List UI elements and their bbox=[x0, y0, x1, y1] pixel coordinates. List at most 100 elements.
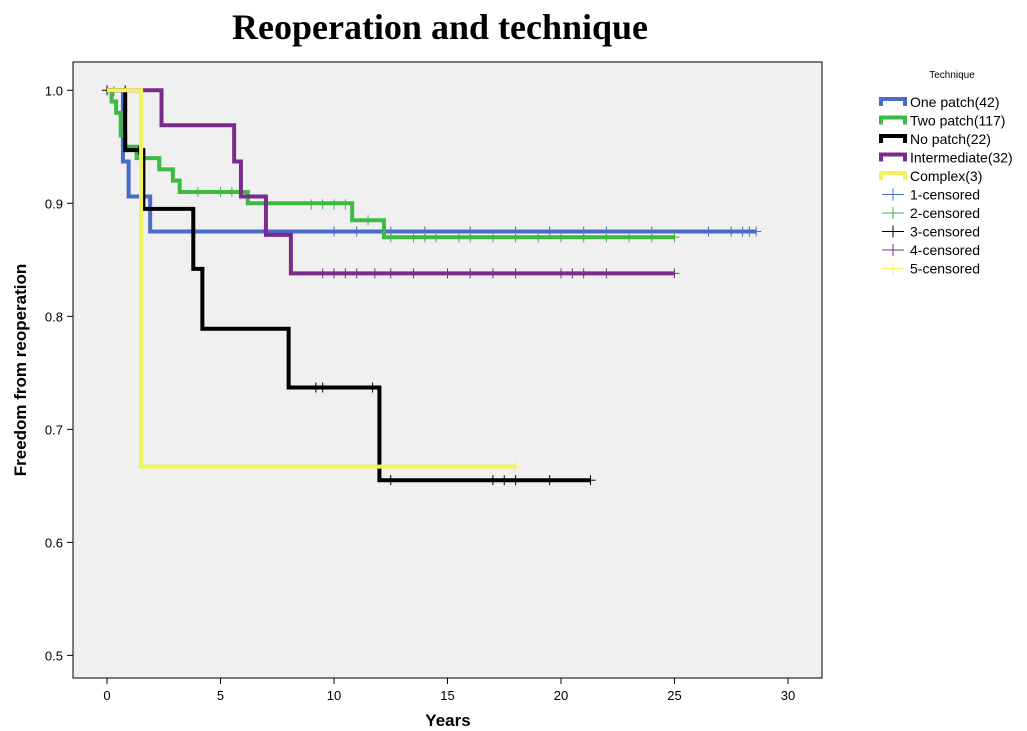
censor-mark bbox=[369, 268, 380, 279]
axes: 0 5 10 15 20 25 30 0.5 0.6 0.7 0.8 0.9 1.0 bbox=[45, 83, 795, 703]
legend-item: Two patch(117) bbox=[879, 113, 1005, 129]
censor-mark bbox=[408, 232, 419, 243]
legend-swatch bbox=[879, 171, 907, 180]
survival-curve bbox=[107, 88, 516, 469]
legend-label: 4-censored bbox=[910, 242, 980, 258]
legend-label: Intermediate(32) bbox=[910, 150, 1013, 166]
censor-mark bbox=[555, 268, 566, 279]
survival-curve bbox=[107, 88, 675, 240]
censor-mark bbox=[329, 268, 340, 279]
censor-mark bbox=[726, 226, 737, 237]
y-tick-label: 0.5 bbox=[45, 648, 63, 663]
series-5 bbox=[107, 88, 521, 472]
legend-item: 2-censored bbox=[882, 205, 980, 221]
censor-mark bbox=[601, 232, 612, 243]
legend: Technique One patch(42) Two patch(117) No … bbox=[879, 70, 1013, 277]
censor-mark bbox=[499, 475, 510, 486]
survival-curve bbox=[107, 88, 757, 234]
censor-mark bbox=[351, 226, 362, 237]
legend-item: 1-censored bbox=[882, 187, 980, 203]
censor-mark bbox=[578, 232, 589, 243]
censor-mark bbox=[453, 232, 464, 243]
censor-mark bbox=[385, 268, 396, 279]
legend-swatch bbox=[879, 134, 907, 143]
censor-mark bbox=[544, 226, 555, 237]
y-tick-label: 0.7 bbox=[45, 422, 63, 437]
censor-mark bbox=[510, 475, 521, 486]
censor-mark bbox=[624, 232, 635, 243]
censor-mark bbox=[367, 382, 378, 393]
chart-title: Reoperation and technique bbox=[231, 7, 649, 47]
x-tick-label: 0 bbox=[103, 688, 110, 703]
censor-mark bbox=[510, 461, 521, 472]
legend-swatch bbox=[879, 97, 907, 106]
y-tick-label: 0.8 bbox=[45, 309, 63, 324]
legend-item: 5-censored bbox=[882, 261, 980, 277]
survival-curve bbox=[107, 88, 675, 276]
censor-mark bbox=[669, 268, 680, 279]
series-4 bbox=[107, 88, 680, 279]
legend-swatch bbox=[879, 115, 907, 125]
legend-item: Intermediate(32) bbox=[879, 150, 1013, 166]
legend-label: No patch(22) bbox=[910, 131, 991, 147]
censor-mark bbox=[510, 268, 521, 279]
censor-mark bbox=[363, 215, 374, 226]
survival-curve bbox=[107, 88, 591, 483]
censor-mark bbox=[533, 232, 544, 243]
censor-mark bbox=[669, 232, 680, 243]
censor-mark bbox=[465, 232, 476, 243]
legend-label: Complex(3) bbox=[910, 168, 982, 184]
x-tick-label: 5 bbox=[217, 688, 224, 703]
censor-mark bbox=[555, 232, 566, 243]
censor-mark bbox=[442, 268, 453, 279]
legend-label: 2-censored bbox=[910, 205, 980, 221]
x-axis-label: Years bbox=[425, 711, 470, 730]
legend-item: No patch(22) bbox=[879, 131, 991, 147]
censor-mark bbox=[215, 186, 226, 197]
censor-mark bbox=[329, 199, 340, 210]
censor-mark bbox=[317, 382, 328, 393]
x-tick-label: 25 bbox=[667, 688, 681, 703]
censor-mark bbox=[646, 232, 657, 243]
censor-mark bbox=[510, 232, 521, 243]
censor-mark bbox=[340, 268, 351, 279]
censor-mark bbox=[465, 268, 476, 279]
censor-mark bbox=[317, 268, 328, 279]
legend-item: 3-censored bbox=[882, 224, 980, 240]
censor-mark bbox=[567, 268, 578, 279]
censor-mark bbox=[192, 186, 203, 197]
series-2 bbox=[107, 88, 680, 243]
censor-mark bbox=[408, 268, 419, 279]
censor-mark bbox=[544, 475, 555, 486]
censor-mark bbox=[578, 268, 589, 279]
x-tick-label: 10 bbox=[327, 688, 341, 703]
censor-mark bbox=[601, 268, 612, 279]
legend-label: 3-censored bbox=[910, 224, 980, 240]
series-1 bbox=[107, 86, 762, 237]
plot-area bbox=[72, 61, 823, 679]
y-tick-label: 1.0 bbox=[45, 83, 63, 98]
y-axis-label: Freedom from reoperation bbox=[11, 264, 30, 477]
censor-mark bbox=[751, 226, 762, 237]
legend-label: 1-censored bbox=[910, 187, 980, 203]
censor-mark bbox=[487, 268, 498, 279]
y-tick-label: 0.9 bbox=[45, 196, 63, 211]
censor-mark bbox=[703, 226, 714, 237]
x-tick-label: 15 bbox=[440, 688, 454, 703]
censor-mark bbox=[487, 232, 498, 243]
censor-mark bbox=[340, 199, 351, 210]
censor-mark bbox=[385, 232, 396, 243]
legend-item: One patch(42) bbox=[879, 94, 1000, 110]
series-layer bbox=[102, 85, 762, 486]
censor-mark bbox=[226, 186, 237, 197]
censor-mark bbox=[487, 475, 498, 486]
legend-title: Technique bbox=[929, 70, 975, 81]
censor-mark bbox=[419, 232, 430, 243]
x-tick-label: 20 bbox=[554, 688, 568, 703]
legend-label: 5-censored bbox=[910, 261, 980, 277]
legend-label: Two patch(117) bbox=[910, 113, 1005, 129]
legend-item: 4-censored bbox=[882, 242, 980, 258]
censor-mark bbox=[329, 226, 340, 237]
y-tick-label: 0.6 bbox=[45, 535, 63, 550]
